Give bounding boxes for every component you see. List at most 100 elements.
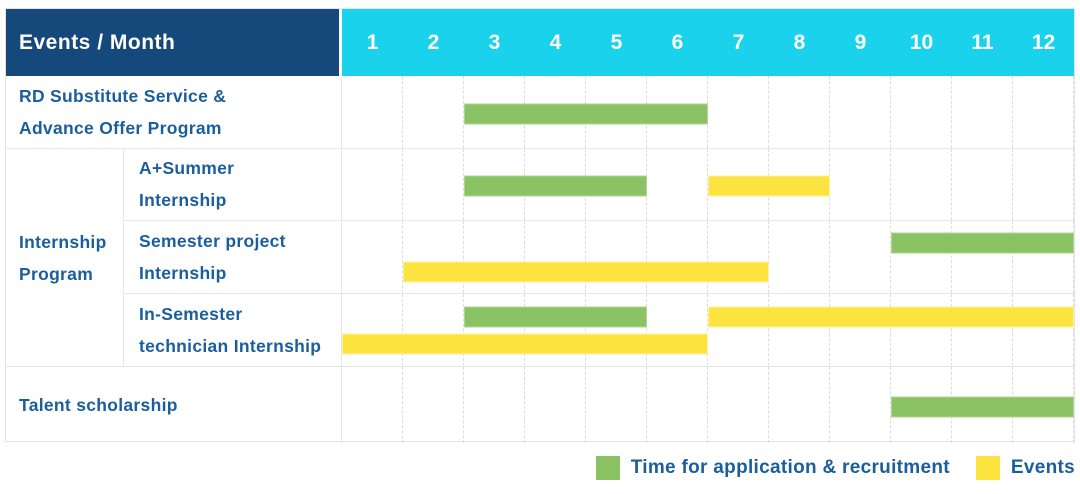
row-label-in-semester-technician: In-Semester technician Internship (124, 294, 342, 366)
month-slot (342, 76, 403, 148)
row-label-line: technician Internship (139, 336, 322, 357)
month-slot (891, 149, 952, 220)
month-slot (342, 220, 403, 294)
month-slot (403, 76, 464, 148)
month-slot (891, 76, 952, 148)
month-slot (464, 294, 525, 366)
month-slot (708, 294, 769, 366)
timeline-row-talent-scholarship (342, 367, 1074, 443)
row-label-line: In-Semester (139, 304, 243, 325)
month-slot (952, 220, 1013, 294)
month-slot (769, 76, 830, 148)
group-rows: A+Summer Internship Semester project Int… (124, 149, 1074, 366)
legend-label-events: Events (1010, 457, 1075, 478)
legend: Time for application & recruitment Event… (595, 456, 1075, 480)
application-bar (891, 232, 1074, 254)
month-slot (586, 367, 647, 443)
month-slot (830, 149, 891, 220)
timeline-row-rd-substitute (342, 76, 1074, 148)
legend-label-application: Time for application & recruitment (630, 457, 950, 478)
month-slot (586, 220, 647, 294)
month-header-cell: 4 (549, 30, 562, 54)
month-header-cell: 11 (971, 30, 994, 54)
row-label-line: Talent scholarship (19, 395, 178, 415)
legend-item-events: Events (975, 456, 1075, 480)
month-slot (830, 294, 891, 366)
row-label-line: Advance Offer Program (19, 118, 222, 138)
month-header-cell: 5 (610, 30, 623, 54)
month-slot (342, 367, 403, 443)
application-bar (464, 103, 708, 125)
application-bar (464, 306, 647, 328)
legend-swatch-application-icon (595, 456, 620, 480)
row-label-line: RD Substitute Service & (19, 86, 227, 106)
month-slot (708, 220, 769, 294)
month-slot (1013, 149, 1074, 220)
event-bar (403, 261, 769, 283)
event-bar (708, 175, 830, 197)
month-slot (708, 367, 769, 443)
events-month-table: Events / Month 1 2 3 4 5 6 7 8 9 10 11 12 RD Substi… (5, 8, 1075, 443)
month-slot (403, 367, 464, 443)
event-bar (708, 306, 1074, 328)
application-bar (464, 175, 647, 197)
table-row: In-Semester technician Internship (124, 294, 1074, 366)
month-slot (1013, 76, 1074, 148)
month-slot (952, 76, 1013, 148)
table-row: Semester project Internship (124, 220, 1074, 295)
month-slot (830, 76, 891, 148)
month-slot (403, 149, 464, 220)
month-header-cell: 12 (1031, 30, 1056, 54)
month-slot (769, 220, 830, 294)
month-header-cell: 9 (854, 30, 867, 54)
month-slot (1013, 220, 1074, 294)
application-bar (891, 396, 1074, 418)
month-slot (647, 367, 708, 443)
row-label-line: A+Summer (139, 158, 235, 179)
row-label-line: Internship (139, 190, 227, 211)
month-slot (586, 294, 647, 366)
group-label-line: Program (19, 263, 94, 284)
internship-program-group: Internship Program A+Summer Internship S… (6, 149, 1074, 367)
month-slot (891, 294, 952, 366)
table-header-row: Events / Month 1 2 3 4 5 6 7 8 9 10 11 12 (6, 9, 1074, 76)
month-slot (647, 294, 708, 366)
month-slot (830, 367, 891, 443)
month-header-cell: 6 (671, 30, 684, 54)
month-header-cell: 8 (793, 30, 806, 54)
legend-swatch-events-icon (975, 456, 1000, 480)
row-label-line: Semester project (139, 231, 286, 251)
month-slot (647, 149, 708, 220)
table-title-cell: Events / Month (6, 9, 342, 76)
month-slot (403, 220, 464, 294)
month-slot (1013, 294, 1074, 366)
month-slot (464, 220, 525, 294)
month-slot (403, 294, 464, 366)
group-label-line: Internship (19, 231, 107, 252)
timeline-row-a-plus-summer (342, 149, 1074, 220)
month-slot (952, 149, 1013, 220)
month-slot (769, 367, 830, 443)
table-row: Talent scholarship (6, 367, 1074, 443)
month-slot (464, 367, 525, 443)
month-header-cell: 3 (488, 30, 501, 54)
month-header-cell: 1 (366, 30, 379, 54)
month-header-cell: 10 (909, 30, 934, 54)
table-title: Events / Month (19, 30, 176, 54)
table-row: RD Substitute Service & Advance Offer Pr… (6, 76, 1074, 149)
row-label-rd-substitute: RD Substitute Service & Advance Offer Pr… (6, 76, 342, 148)
group-label-internship-program: Internship Program (6, 149, 124, 366)
month-slot (891, 220, 952, 294)
event-bar (342, 333, 708, 355)
table-row: A+Summer Internship (124, 149, 1074, 221)
month-header-row: 1 2 3 4 5 6 7 8 9 10 11 12 (342, 9, 1074, 76)
month-header-cell: 2 (427, 30, 440, 54)
month-header-cell: 7 (732, 30, 745, 54)
month-slot (647, 220, 708, 294)
row-label-talent-scholarship: Talent scholarship (6, 367, 342, 443)
month-slot (525, 367, 586, 443)
timeline-row-semester-project (342, 220, 1074, 294)
month-slot (708, 76, 769, 148)
month-slot (342, 294, 403, 366)
